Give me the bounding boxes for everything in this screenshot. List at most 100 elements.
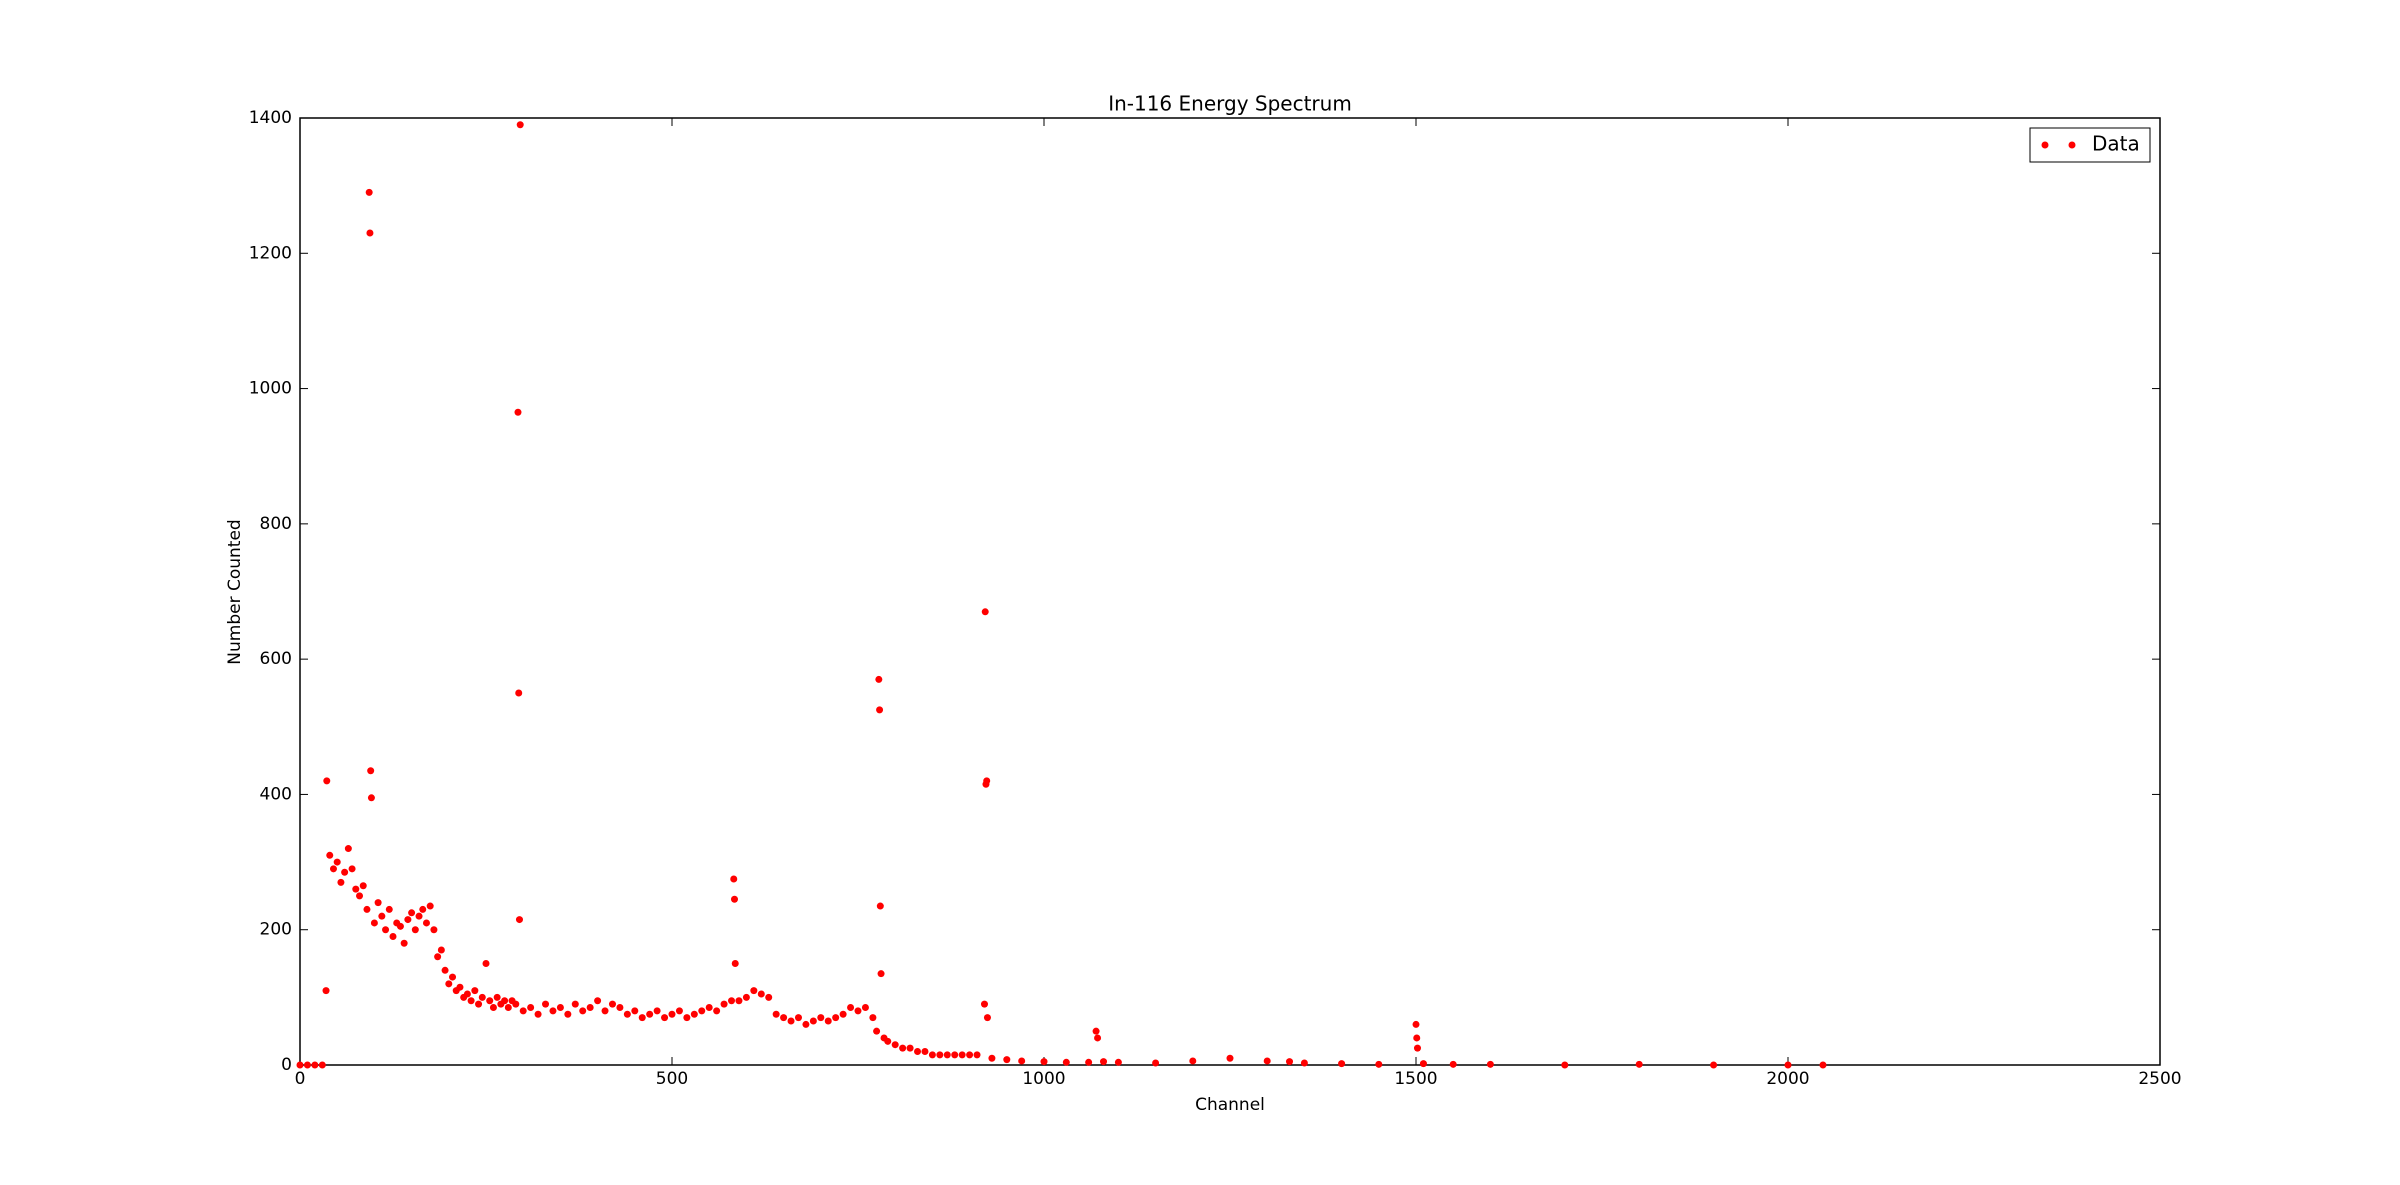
- data-point: [705, 1004, 713, 1012]
- data-point: [404, 916, 412, 924]
- data-point: [475, 1000, 483, 1008]
- y-tick-label: 1200: [249, 243, 292, 263]
- data-point: [1189, 1057, 1197, 1065]
- legend-box: [2029, 127, 2151, 163]
- data-point: [318, 1061, 326, 1069]
- data-point: [780, 1014, 788, 1022]
- data-point: [359, 882, 367, 890]
- y-tick-label: 800: [260, 514, 292, 534]
- data-point: [471, 987, 479, 995]
- data-point: [1819, 1061, 1827, 1069]
- data-point: [337, 878, 345, 886]
- data-point: [419, 905, 427, 913]
- data-point: [571, 1000, 579, 1008]
- data-point: [765, 993, 773, 1001]
- data-point: [352, 885, 360, 893]
- data-point: [943, 1051, 951, 1059]
- data-point: [311, 1061, 319, 1069]
- data-point: [876, 706, 884, 714]
- data-point: [690, 1010, 698, 1018]
- data-point: [713, 1007, 721, 1015]
- data-point: [441, 966, 449, 974]
- y-tick-label: 1000: [249, 379, 292, 399]
- data-point: [1094, 1034, 1102, 1042]
- data-point: [434, 953, 442, 961]
- data-point: [486, 997, 494, 1005]
- data-point: [631, 1007, 639, 1015]
- plot-frame: [299, 117, 2161, 1066]
- data-point: [794, 1014, 802, 1022]
- y-tick-label: 1400: [249, 108, 292, 128]
- data-point: [966, 1051, 974, 1059]
- data-point: [504, 1004, 512, 1012]
- legend-marker: [2041, 141, 2049, 149]
- data-point: [1152, 1059, 1160, 1067]
- data-point: [980, 1000, 988, 1008]
- data-point: [437, 946, 445, 954]
- data-point: [366, 229, 374, 237]
- data-point: [921, 1047, 929, 1055]
- data-point: [988, 1054, 996, 1062]
- data-point: [463, 990, 471, 998]
- data-point: [564, 1010, 572, 1018]
- data-point: [329, 865, 337, 873]
- data-point: [527, 1004, 535, 1012]
- data-point: [653, 1007, 661, 1015]
- data-point: [326, 851, 334, 859]
- y-tick-label: 0: [281, 1055, 292, 1075]
- data-point: [467, 997, 475, 1005]
- data-point: [1263, 1057, 1271, 1065]
- data-point: [385, 905, 393, 913]
- data-point: [501, 997, 509, 1005]
- data-point: [772, 1010, 780, 1018]
- data-point: [556, 1004, 564, 1012]
- data-point: [750, 987, 758, 995]
- data-point: [875, 675, 883, 683]
- data-point: [623, 1010, 631, 1018]
- data-point: [1412, 1020, 1420, 1028]
- data-point: [1419, 1060, 1427, 1068]
- data-point: [731, 960, 739, 968]
- data-point: [586, 1004, 594, 1012]
- data-point: [1561, 1061, 1569, 1069]
- data-point: [914, 1047, 922, 1055]
- data-point: [367, 767, 375, 775]
- data-point: [303, 1061, 311, 1069]
- x-tick-label: 1500: [1394, 1069, 1437, 1089]
- legend-marker: [2068, 141, 2076, 149]
- x-tick-label: 1000: [1022, 1069, 1065, 1089]
- data-point: [1449, 1060, 1457, 1068]
- data-point: [668, 1010, 676, 1018]
- data-point: [542, 1000, 550, 1008]
- data-point: [1114, 1058, 1122, 1066]
- x-tick-label: 2500: [2138, 1069, 2181, 1089]
- data-point: [735, 997, 743, 1005]
- data-point: [728, 997, 736, 1005]
- data-point: [378, 912, 386, 920]
- data-point: [1710, 1061, 1718, 1069]
- y-axis-label: Number Counted: [225, 519, 245, 664]
- data-point: [891, 1041, 899, 1049]
- data-point: [1300, 1059, 1308, 1067]
- data-point: [534, 1010, 542, 1018]
- data-point: [638, 1014, 646, 1022]
- data-point: [861, 1004, 869, 1012]
- data-point: [374, 899, 382, 907]
- data-point: [730, 875, 738, 883]
- data-point: [449, 973, 457, 981]
- data-point: [1040, 1058, 1048, 1066]
- data-point: [365, 188, 373, 196]
- data-point: [906, 1044, 914, 1052]
- data-point: [382, 926, 390, 934]
- data-point: [973, 1051, 981, 1059]
- data-point: [482, 960, 490, 968]
- data-point: [698, 1007, 706, 1015]
- data-point: [322, 987, 330, 995]
- data-point: [1100, 1058, 1108, 1066]
- data-point: [408, 909, 416, 917]
- data-point: [515, 689, 523, 697]
- data-point: [983, 1014, 991, 1022]
- data-point: [601, 1007, 609, 1015]
- data-point: [445, 980, 453, 988]
- data-point: [720, 1000, 728, 1008]
